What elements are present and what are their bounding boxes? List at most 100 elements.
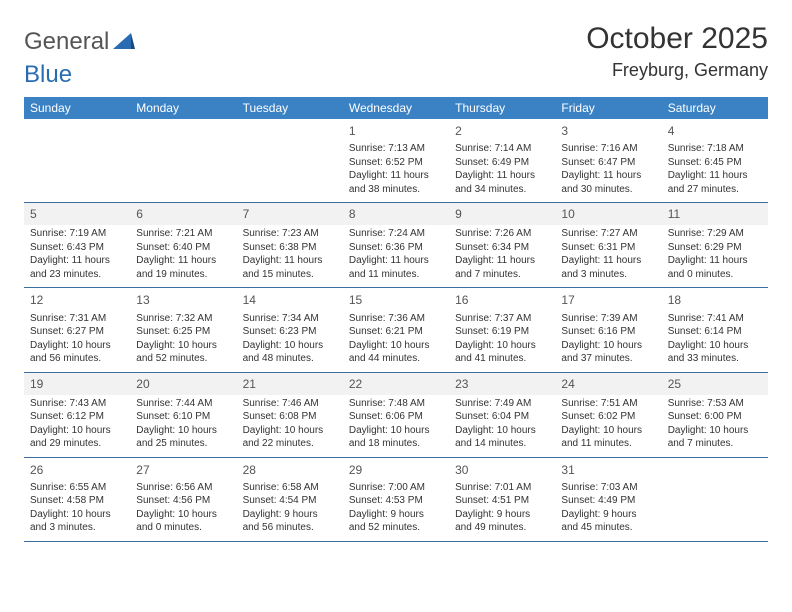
day-details: Sunrise: 6:55 AMSunset: 4:58 PMDaylight:… <box>28 481 126 535</box>
day-cell: 20Sunrise: 7:44 AMSunset: 6:10 PMDayligh… <box>130 373 236 457</box>
day-number: 25 <box>662 373 768 395</box>
day-cell: 18 Sunrise: 7:41 AMSunset: 6:14 PMDayligh… <box>662 288 768 371</box>
day-cell: 2 Sunrise: 7:14 AMSunset: 6:49 PMDaylight… <box>449 119 555 202</box>
day-details: Sunrise: 7:34 AMSunset: 6:23 PMDaylight:… <box>241 312 339 366</box>
day-cell: 25Sunrise: 7:53 AMSunset: 6:00 PMDayligh… <box>662 373 768 457</box>
week-row: 26 Sunrise: 6:55 AMSunset: 4:58 PMDayligh… <box>24 458 768 542</box>
week-row: 19Sunrise: 7:43 AMSunset: 6:12 PMDayligh… <box>24 373 768 458</box>
day-number: 26 <box>28 461 126 479</box>
day-details: Sunrise: 7:32 AMSunset: 6:25 PMDaylight:… <box>134 312 232 366</box>
weekday-header: Friday <box>555 97 661 119</box>
logo-text-2: Blue <box>24 61 768 89</box>
day-details: Sunrise: 7:01 AMSunset: 4:51 PMDaylight:… <box>453 481 551 535</box>
day-cell: 10Sunrise: 7:27 AMSunset: 6:31 PMDayligh… <box>555 203 661 287</box>
day-details: Sunrise: 7:14 AMSunset: 6:49 PMDaylight:… <box>453 142 551 196</box>
day-number: 14 <box>241 291 339 309</box>
day-cell: 29 Sunrise: 7:00 AMSunset: 4:53 PMDayligh… <box>343 458 449 541</box>
day-number: 5 <box>24 203 130 225</box>
day-cell: 27 Sunrise: 6:56 AMSunset: 4:56 PMDayligh… <box>130 458 236 541</box>
day-details: Sunrise: 7:31 AMSunset: 6:27 PMDaylight:… <box>28 312 126 366</box>
day-details: Sunrise: 7:39 AMSunset: 6:16 PMDaylight:… <box>559 312 657 366</box>
day-details: Sunrise: 7:00 AMSunset: 4:53 PMDaylight:… <box>347 481 445 535</box>
day-number: 8 <box>343 203 449 225</box>
day-cell: 17 Sunrise: 7:39 AMSunset: 6:16 PMDayligh… <box>555 288 661 371</box>
day-details: Sunrise: 6:58 AMSunset: 4:54 PMDaylight:… <box>241 481 339 535</box>
day-cell: 1 Sunrise: 7:13 AMSunset: 6:52 PMDaylight… <box>343 119 449 202</box>
day-cell: 22Sunrise: 7:48 AMSunset: 6:06 PMDayligh… <box>343 373 449 457</box>
day-number: 1 <box>347 122 445 140</box>
empty-cell <box>237 119 343 202</box>
logo-text-1: General <box>24 28 109 56</box>
empty-cell <box>662 458 768 541</box>
day-cell: 21Sunrise: 7:46 AMSunset: 6:08 PMDayligh… <box>237 373 343 457</box>
day-number: 12 <box>28 291 126 309</box>
day-cell: 16 Sunrise: 7:37 AMSunset: 6:19 PMDayligh… <box>449 288 555 371</box>
weeks-container: 1 Sunrise: 7:13 AMSunset: 6:52 PMDaylight… <box>24 119 768 542</box>
day-details: Sunrise: 7:16 AMSunset: 6:47 PMDaylight:… <box>559 142 657 196</box>
weekday-header-row: SundayMondayTuesdayWednesdayThursdayFrid… <box>24 97 768 119</box>
day-number: 16 <box>453 291 551 309</box>
day-details: Sunrise: 7:41 AMSunset: 6:14 PMDaylight:… <box>666 312 764 366</box>
weekday-header: Thursday <box>449 97 555 119</box>
calendar-page: General October 2025 Freyburg, Germany B… <box>0 0 792 560</box>
day-details: Sunrise: 7:48 AMSunset: 6:06 PMDaylight:… <box>347 397 445 451</box>
day-cell: 30Sunrise: 7:01 AMSunset: 4:51 PMDayligh… <box>449 458 555 541</box>
empty-cell <box>130 119 236 202</box>
day-number: 9 <box>449 203 555 225</box>
day-details: Sunrise: 7:51 AMSunset: 6:02 PMDaylight:… <box>559 397 657 451</box>
weekday-header: Sunday <box>24 97 130 119</box>
day-number: 27 <box>134 461 232 479</box>
day-details: Sunrise: 7:23 AMSunset: 6:38 PMDaylight:… <box>241 227 339 281</box>
day-cell: 5Sunrise: 7:19 AMSunset: 6:43 PMDaylight… <box>24 203 130 287</box>
day-number: 11 <box>662 203 768 225</box>
day-number: 22 <box>343 373 449 395</box>
day-details: Sunrise: 7:13 AMSunset: 6:52 PMDaylight:… <box>347 142 445 196</box>
day-details: Sunrise: 7:43 AMSunset: 6:12 PMDaylight:… <box>28 397 126 451</box>
day-number: 24 <box>555 373 661 395</box>
day-details: Sunrise: 6:56 AMSunset: 4:56 PMDaylight:… <box>134 481 232 535</box>
day-cell: 15 Sunrise: 7:36 AMSunset: 6:21 PMDayligh… <box>343 288 449 371</box>
day-cell: 4Sunrise: 7:18 AMSunset: 6:45 PMDaylight… <box>662 119 768 202</box>
day-number: 13 <box>134 291 232 309</box>
day-number: 18 <box>666 291 764 309</box>
logo: General <box>24 22 137 56</box>
day-number: 2 <box>453 122 551 140</box>
week-row: 1 Sunrise: 7:13 AMSunset: 6:52 PMDaylight… <box>24 119 768 203</box>
day-details: Sunrise: 7:36 AMSunset: 6:21 PMDaylight:… <box>347 312 445 366</box>
weekday-header: Tuesday <box>237 97 343 119</box>
calendar-grid: SundayMondayTuesdayWednesdayThursdayFrid… <box>24 97 768 542</box>
week-row: 5Sunrise: 7:19 AMSunset: 6:43 PMDaylight… <box>24 203 768 288</box>
day-cell: 28 Sunrise: 6:58 AMSunset: 4:54 PMDayligh… <box>237 458 343 541</box>
day-number: 29 <box>347 461 445 479</box>
day-cell: 26 Sunrise: 6:55 AMSunset: 4:58 PMDayligh… <box>24 458 130 541</box>
day-number: 31 <box>559 461 657 479</box>
day-number: 28 <box>241 461 339 479</box>
day-details: Sunrise: 7:27 AMSunset: 6:31 PMDaylight:… <box>559 227 657 281</box>
day-number: 19 <box>24 373 130 395</box>
weekday-header: Monday <box>130 97 236 119</box>
day-cell: 9Sunrise: 7:26 AMSunset: 6:34 PMDaylight… <box>449 203 555 287</box>
day-number: 3 <box>559 122 657 140</box>
day-details: Sunrise: 7:24 AMSunset: 6:36 PMDaylight:… <box>347 227 445 281</box>
day-number: 15 <box>347 291 445 309</box>
day-details: Sunrise: 7:21 AMSunset: 6:40 PMDaylight:… <box>134 227 232 281</box>
day-cell: 7Sunrise: 7:23 AMSunset: 6:38 PMDaylight… <box>237 203 343 287</box>
day-details: Sunrise: 7:29 AMSunset: 6:29 PMDaylight:… <box>666 227 764 281</box>
weekday-header: Wednesday <box>343 97 449 119</box>
day-number: 4 <box>666 122 764 140</box>
month-title: October 2025 <box>586 22 768 56</box>
day-details: Sunrise: 7:37 AMSunset: 6:19 PMDaylight:… <box>453 312 551 366</box>
day-cell: 12 Sunrise: 7:31 AMSunset: 6:27 PMDayligh… <box>24 288 130 371</box>
day-details: Sunrise: 7:44 AMSunset: 6:10 PMDaylight:… <box>134 397 232 451</box>
day-number: 10 <box>555 203 661 225</box>
day-number: 21 <box>237 373 343 395</box>
day-cell: 6Sunrise: 7:21 AMSunset: 6:40 PMDaylight… <box>130 203 236 287</box>
day-cell: 31Sunrise: 7:03 AMSunset: 4:49 PMDayligh… <box>555 458 661 541</box>
triangle-icon <box>113 28 135 56</box>
day-number: 17 <box>559 291 657 309</box>
day-number: 23 <box>449 373 555 395</box>
day-cell: 8Sunrise: 7:24 AMSunset: 6:36 PMDaylight… <box>343 203 449 287</box>
day-details: Sunrise: 7:53 AMSunset: 6:00 PMDaylight:… <box>666 397 764 451</box>
day-details: Sunrise: 7:49 AMSunset: 6:04 PMDaylight:… <box>453 397 551 451</box>
day-details: Sunrise: 7:26 AMSunset: 6:34 PMDaylight:… <box>453 227 551 281</box>
